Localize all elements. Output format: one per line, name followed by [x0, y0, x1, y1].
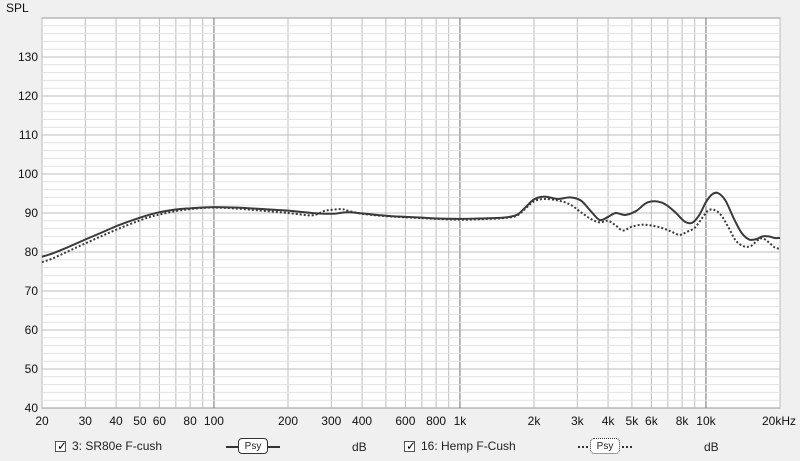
- y-tick-label: 90: [25, 206, 39, 220]
- x-tick-label: 2k: [528, 414, 542, 428]
- axis-ticks: 40 50 60 70 80 90 100 110 120 130 20 30 40 50 60 80 100 2…: [18, 50, 796, 428]
- y-tick-label: 80: [25, 245, 39, 259]
- y-tick-label: 110: [19, 128, 38, 142]
- y-tick-label: 120: [18, 89, 38, 103]
- x-tick-label: 300: [321, 414, 341, 428]
- x-tick-label: 600: [395, 414, 415, 428]
- y-tick-label: 40: [25, 401, 39, 415]
- y-tick-label: 130: [18, 50, 38, 64]
- y-tick-label: 60: [25, 323, 39, 337]
- x-tick-label: 3k: [571, 414, 585, 428]
- series-layer: [41, 191, 781, 264]
- x-tick-label: 1k: [454, 414, 468, 428]
- legend-item-1[interactable]: ✓ 3: SR80e F-cush: [55, 436, 162, 456]
- x-tick-label: 60: [153, 414, 167, 428]
- x-tick-label: 8k: [676, 414, 690, 428]
- x-tick-label: 20: [35, 414, 49, 428]
- y-tick-label: 50: [25, 362, 39, 376]
- grid: [41, 18, 781, 408]
- legend-label-1: 3: SR80e F-cush: [72, 439, 163, 453]
- legend-label-2: 16: Hemp F-Cush: [421, 439, 516, 453]
- legend-unit-1: dB: [352, 440, 367, 454]
- x-tick-label: 400: [352, 414, 372, 428]
- x-tick-label: 100: [204, 414, 224, 428]
- psy-button-1[interactable]: Psy: [238, 438, 268, 454]
- x-tick-label: 4k: [602, 414, 616, 428]
- x-tick-label: 40: [109, 414, 123, 428]
- legend-checkbox-1[interactable]: ✓: [55, 438, 68, 453]
- x-tick-label: 10k: [696, 414, 716, 428]
- y-tick-label: 100: [18, 167, 38, 181]
- psy-button-2[interactable]: Psy: [590, 438, 620, 454]
- x-tick-label: 30: [79, 414, 93, 428]
- x-tick-label: 200: [278, 414, 298, 428]
- y-tick-label: 70: [25, 284, 39, 298]
- legend-unit-2: dB: [704, 440, 719, 454]
- legend-item-2[interactable]: ✓ 16: Hemp F-Cush: [404, 436, 516, 456]
- y-axis-label: SPL: [6, 1, 29, 15]
- series-line-1: [41, 191, 781, 258]
- legend-checkbox-2[interactable]: ✓: [404, 438, 417, 453]
- x-tick-label: 50: [133, 414, 147, 428]
- x-tick-label: 5k: [626, 414, 640, 428]
- x-tick-label: 800: [426, 414, 446, 428]
- x-tick-label: 6k: [645, 414, 659, 428]
- x-tick-label: 20kHz: [762, 414, 796, 428]
- x-tick-label: 80: [183, 414, 197, 428]
